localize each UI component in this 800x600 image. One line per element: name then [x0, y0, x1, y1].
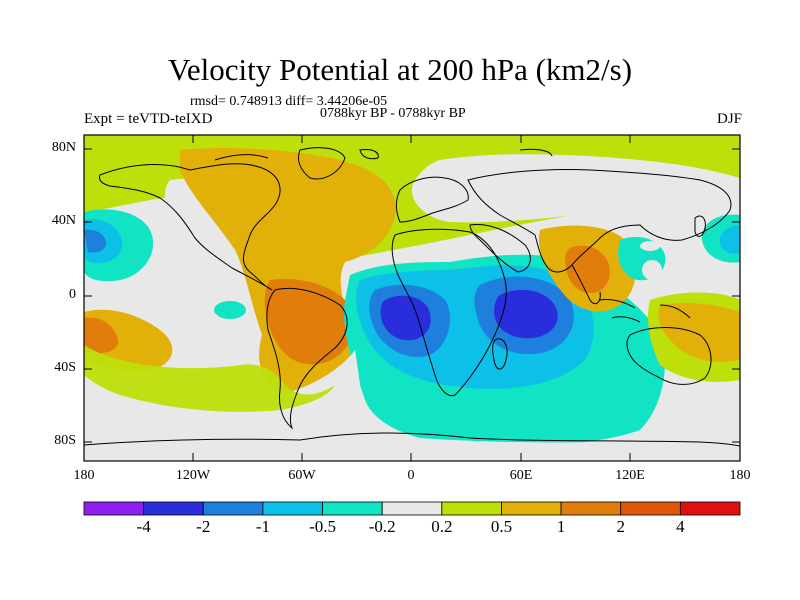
lon-label: 0 [407, 468, 415, 483]
lat-label: 40S [54, 360, 76, 375]
axis-ticks [83, 135, 741, 461]
colorbar-swatch [322, 501, 383, 516]
lon-label: 180 [73, 468, 95, 483]
colorbar-swatch [83, 501, 145, 516]
period-text: 0788kyr BP - 0788kyr BP [320, 106, 466, 121]
lon-label: 120W [175, 468, 211, 483]
lon-label: 180 [729, 468, 751, 483]
lat-label: 40N [51, 213, 76, 228]
lon-label: 120E [615, 468, 645, 483]
map-title: Velocity Potential at 200 hPa (km2/s) [167, 52, 633, 87]
colorbar-label: -4 [136, 517, 151, 536]
lat-label: 80N [51, 140, 76, 155]
coastlines [84, 147, 740, 447]
stats-text: rmsd= 0.748913 diff= 3.44206e-05 [190, 94, 388, 109]
lat-label: 0 [69, 287, 76, 302]
experiment-label: Expt = teVTD-teIXD [84, 111, 213, 127]
colorbar-swatch [143, 501, 204, 516]
map-frame [83, 134, 741, 462]
colorbar-swatch [381, 501, 443, 516]
colorbar-label: 0.5 [490, 517, 513, 536]
lon-label: 60W [288, 468, 316, 483]
lat-label: 80S [54, 433, 76, 448]
colorbar-label: 2 [616, 517, 625, 536]
colorbar-swatch [501, 501, 562, 516]
colorbar-label: -1 [255, 517, 270, 536]
season-label: DJF [716, 111, 742, 127]
colorbar-label: -0.5 [309, 517, 336, 536]
lon-label: 60E [509, 468, 533, 483]
colorbar-swatch [262, 501, 323, 516]
colorbar-swatch [560, 501, 622, 516]
colorbar-label: -2 [196, 517, 211, 536]
colorbar-swatch [202, 501, 264, 516]
colorbar [83, 501, 741, 516]
colorbar-swatch [441, 501, 502, 516]
colorbar-label: -0.2 [368, 517, 396, 536]
colorbar-swatch [679, 501, 741, 516]
colorbar-label: 4 [676, 517, 685, 536]
colorbar-label: 1 [556, 517, 566, 536]
colorbar-swatch [620, 501, 681, 516]
colorbar-label: 0.2 [431, 517, 453, 536]
contour-field [84, 135, 740, 461]
